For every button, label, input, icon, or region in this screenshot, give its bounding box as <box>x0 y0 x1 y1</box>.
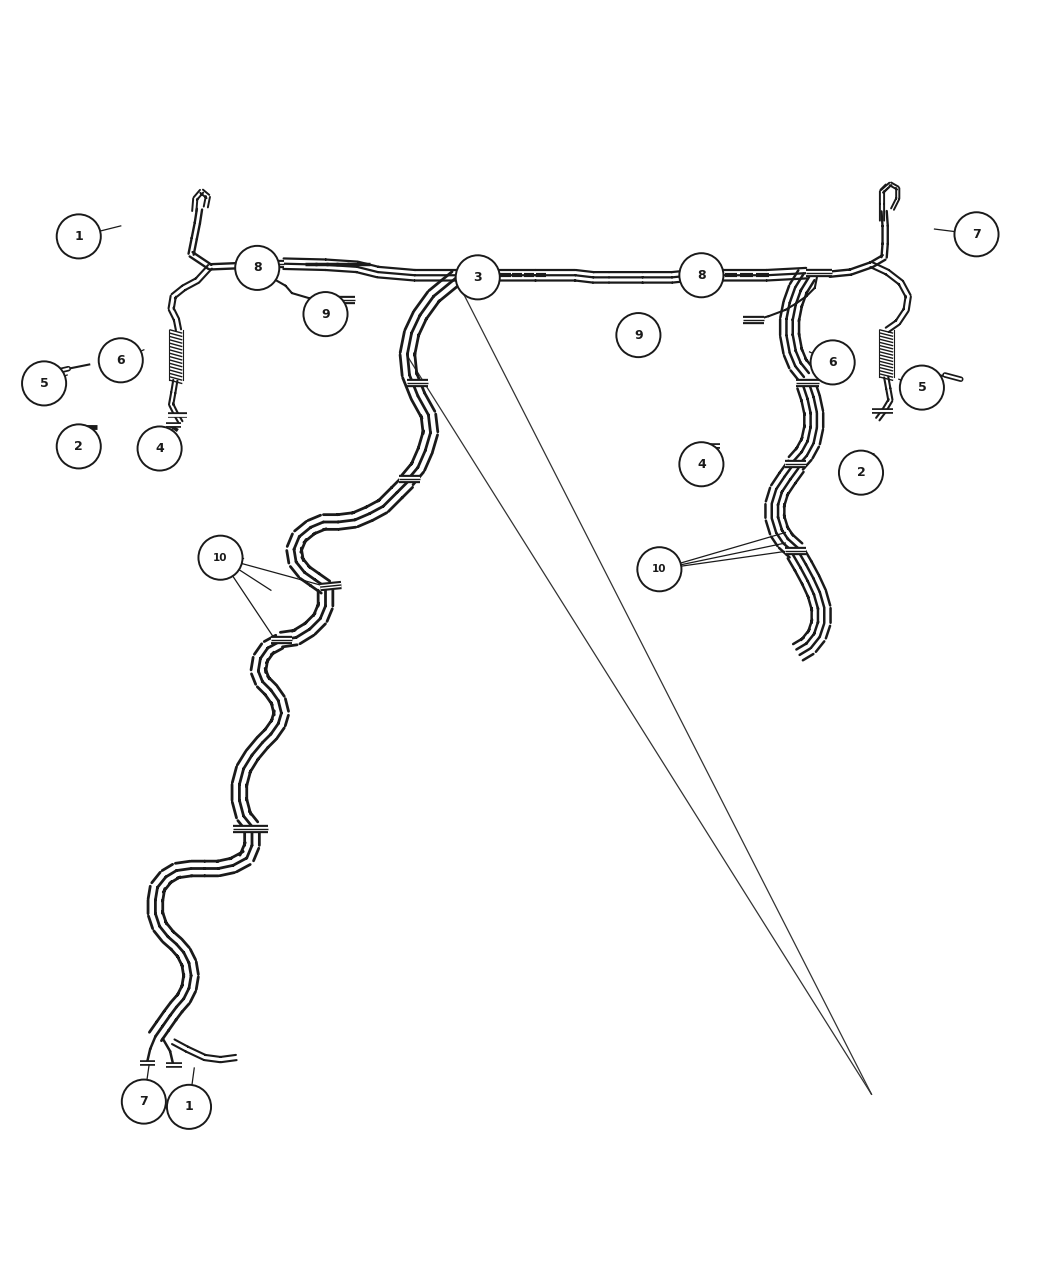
Circle shape <box>57 214 101 259</box>
Circle shape <box>811 340 855 385</box>
Circle shape <box>303 292 348 337</box>
Circle shape <box>900 366 944 409</box>
Circle shape <box>679 254 723 297</box>
Text: 7: 7 <box>972 228 981 241</box>
Circle shape <box>99 338 143 382</box>
Circle shape <box>122 1080 166 1123</box>
Circle shape <box>616 314 660 357</box>
Text: 6: 6 <box>117 353 125 367</box>
Circle shape <box>456 255 500 300</box>
Text: 7: 7 <box>140 1095 148 1108</box>
Text: 8: 8 <box>697 269 706 282</box>
Text: 9: 9 <box>634 329 643 342</box>
Circle shape <box>679 442 723 486</box>
Circle shape <box>22 361 66 405</box>
Text: 4: 4 <box>697 458 706 470</box>
Text: 1: 1 <box>185 1100 193 1113</box>
Circle shape <box>235 246 279 289</box>
Text: 8: 8 <box>253 261 261 274</box>
Text: 1: 1 <box>75 230 83 244</box>
Circle shape <box>839 450 883 495</box>
Text: 4: 4 <box>155 442 164 455</box>
Text: 5: 5 <box>918 381 926 394</box>
Text: 5: 5 <box>40 377 48 390</box>
Circle shape <box>954 212 999 256</box>
Circle shape <box>167 1085 211 1128</box>
Text: 10: 10 <box>652 565 667 574</box>
Text: 10: 10 <box>213 552 228 562</box>
Text: 2: 2 <box>75 440 83 453</box>
Text: 3: 3 <box>474 270 482 284</box>
Text: 2: 2 <box>857 467 865 479</box>
Text: 9: 9 <box>321 307 330 320</box>
Circle shape <box>637 547 681 592</box>
Circle shape <box>198 536 243 580</box>
Circle shape <box>57 425 101 468</box>
Text: 6: 6 <box>828 356 837 368</box>
Circle shape <box>138 426 182 470</box>
